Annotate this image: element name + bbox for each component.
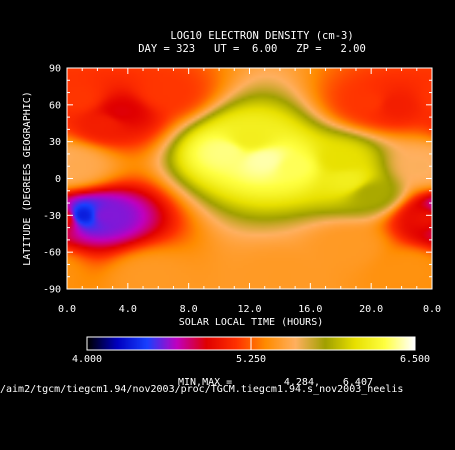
y-tick-label: 90	[49, 64, 61, 75]
min-value: 4.284,	[284, 377, 320, 388]
x-tick-label: 20.0	[359, 304, 383, 315]
y-tick-label: -90	[43, 285, 61, 296]
chart-title: LOG10 ELECTRON DENSITY (cm-3)	[170, 30, 353, 42]
x-tick-label: 0.0	[423, 304, 441, 315]
x-tick-label: 0.0	[58, 304, 76, 315]
y-axis: 90 60 30 0 -30 -60 -90	[43, 64, 432, 296]
y-tick-label: 0	[55, 174, 61, 185]
colorbar-mid-label: 5.250	[236, 354, 266, 365]
y-tick-label: -30	[43, 211, 61, 222]
file-path: /aim2/tgcm/tiegcm1.94/nov2003/proc/TGCM.…	[0, 384, 404, 395]
y-axis-label: LATITUDE (DEGREES GEOGRAPHIC)	[22, 91, 33, 266]
x-tick-label: 12.0	[237, 304, 261, 315]
y-tick-label: -60	[43, 248, 61, 259]
y-tick-label: 60	[49, 100, 61, 111]
x-axis-label: SOLAR LOCAL TIME (HOURS)	[179, 317, 324, 328]
minmax-label: MIN,MAX =	[178, 377, 232, 388]
colorbar-min-label: 4.000	[72, 354, 102, 365]
max-value: 6.407	[343, 377, 373, 388]
x-tick-label: 8.0	[180, 304, 198, 315]
density-heatmap	[67, 68, 432, 289]
colorbar-max-label: 6.500	[400, 354, 430, 365]
x-tick-label: 4.0	[119, 304, 137, 315]
chart-subtitle: DAY = 323 UT = 6.00 ZP = 2.00	[138, 43, 366, 55]
x-axis: 0.0 4.0 8.0 12.0 16.0 20.0 0.0	[58, 68, 441, 315]
y-tick-label: 30	[49, 137, 61, 148]
x-tick-label: 16.0	[298, 304, 322, 315]
